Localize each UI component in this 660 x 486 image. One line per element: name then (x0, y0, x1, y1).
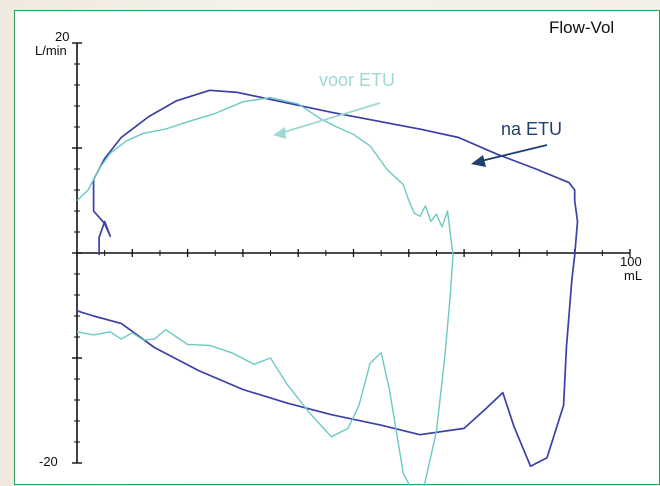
chart-frame: Flow-Vol 20 L/min -20 100 mL voor ETU na… (14, 10, 660, 486)
arrowhead-na-etu (471, 155, 486, 167)
annotation-arrows (273, 102, 548, 167)
y-tick-label-top: 20 (55, 29, 70, 44)
flow-volume-plot (72, 42, 631, 486)
annotation-voor-etu: voor ETU (319, 70, 396, 90)
series-layer (76, 89, 579, 486)
y-axis-unit: L/min (35, 43, 67, 58)
chart-title: Flow-Vol (549, 18, 615, 37)
series-line-na-etu (76, 89, 579, 468)
arrow-na-etu (480, 144, 548, 162)
y-tick-label-bottom: -20 (39, 454, 58, 469)
arrowhead-voor-etu (273, 127, 286, 139)
arrow-voor-etu (280, 102, 381, 134)
annotation-na-etu: na ETU (501, 119, 563, 139)
series-line-voor-etu (76, 96, 454, 486)
x-axis-unit: mL (624, 268, 643, 283)
x-tick-label-max: 100 (620, 254, 642, 269)
